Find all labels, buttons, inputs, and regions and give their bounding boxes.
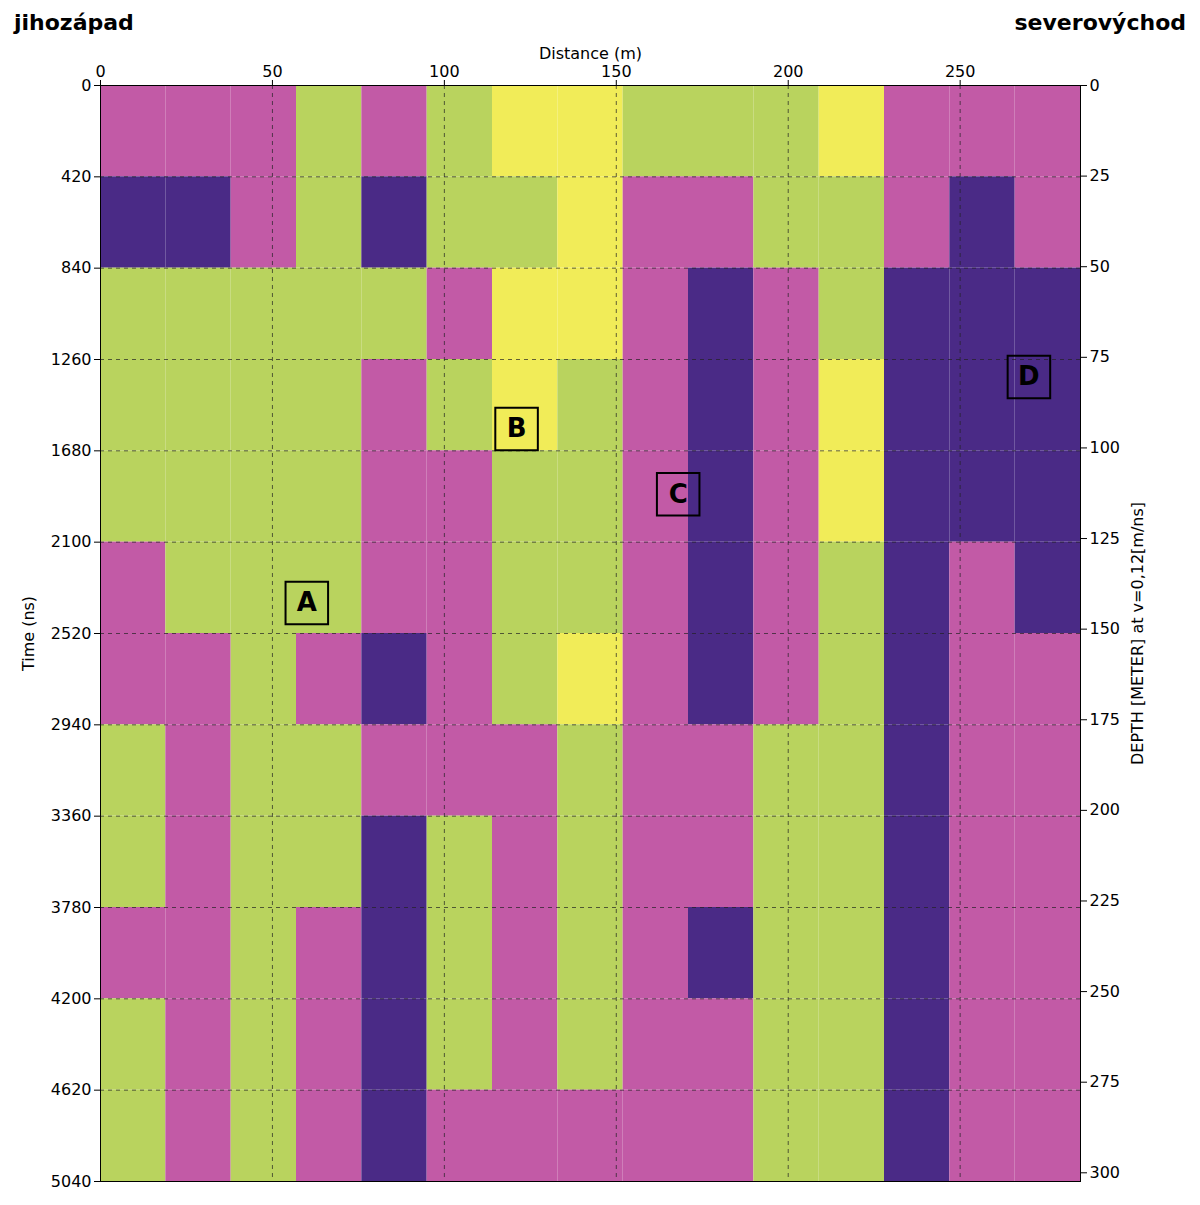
svg-text:2520: 2520 bbox=[51, 624, 92, 643]
svg-text:A: A bbox=[297, 587, 317, 617]
svg-text:0: 0 bbox=[81, 76, 91, 95]
svg-text:175: 175 bbox=[1090, 710, 1121, 729]
svg-text:150: 150 bbox=[1090, 619, 1121, 638]
svg-text:2940: 2940 bbox=[51, 715, 92, 734]
svg-text:3360: 3360 bbox=[51, 806, 92, 825]
svg-text:0: 0 bbox=[95, 62, 105, 81]
svg-text:Distance (m): Distance (m) bbox=[539, 44, 642, 63]
svg-text:150: 150 bbox=[601, 62, 632, 81]
svg-text:200: 200 bbox=[773, 62, 804, 81]
svg-text:420: 420 bbox=[61, 167, 92, 186]
svg-text:200: 200 bbox=[1090, 800, 1121, 819]
svg-text:C: C bbox=[669, 479, 688, 509]
html-text:jihozápad: jihozápad bbox=[14, 10, 134, 35]
svg-text:250: 250 bbox=[1090, 982, 1121, 1001]
svg-text:250: 250 bbox=[945, 62, 976, 81]
svg-text:125: 125 bbox=[1090, 529, 1121, 548]
svg-text:300: 300 bbox=[1090, 1163, 1121, 1182]
svg-text:100: 100 bbox=[429, 62, 460, 81]
svg-text:B: B bbox=[507, 413, 527, 443]
svg-text:225: 225 bbox=[1090, 891, 1121, 910]
svg-text:840: 840 bbox=[61, 258, 92, 277]
svg-text:Time (ns): Time (ns) bbox=[19, 596, 38, 672]
svg-text:4620: 4620 bbox=[51, 1080, 92, 1099]
svg-text:DEPTH [METER] at v=0,12[m/ns]: DEPTH [METER] at v=0,12[m/ns] bbox=[1128, 502, 1147, 765]
svg-text:D: D bbox=[1018, 361, 1040, 391]
svg-text:1260: 1260 bbox=[51, 350, 92, 369]
svg-text:3780: 3780 bbox=[51, 898, 92, 917]
svg-text:4200: 4200 bbox=[51, 989, 92, 1008]
svg-text:1680: 1680 bbox=[51, 441, 92, 460]
svg-text:50: 50 bbox=[1090, 257, 1110, 276]
svg-text:75: 75 bbox=[1090, 347, 1110, 366]
svg-text:25: 25 bbox=[1090, 166, 1110, 185]
svg-text:5040: 5040 bbox=[51, 1172, 92, 1191]
svg-text:100: 100 bbox=[1090, 438, 1121, 457]
html-text:severovýchod: severovýchod bbox=[1014, 10, 1186, 35]
svg-text:275: 275 bbox=[1090, 1072, 1121, 1091]
svg-text:50: 50 bbox=[262, 62, 282, 81]
svg-text:0: 0 bbox=[1090, 76, 1100, 95]
svg-text:2100: 2100 bbox=[51, 532, 92, 551]
